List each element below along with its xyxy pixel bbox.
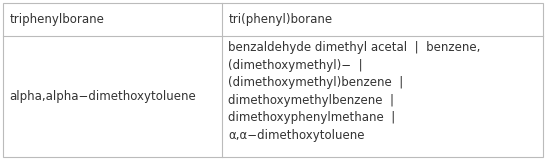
Text: triphenylborane: triphenylborane: [9, 13, 104, 26]
Text: alpha,alpha−dimethoxytoluene: alpha,alpha−dimethoxytoluene: [9, 90, 196, 103]
Text: tri(phenyl)borane: tri(phenyl)borane: [228, 13, 333, 26]
Text: benzaldehyde dimethyl acetal  |  benzene,
(dimethoxymethyl)−  |
(dimethoxymethyl: benzaldehyde dimethyl acetal | benzene, …: [228, 41, 480, 142]
